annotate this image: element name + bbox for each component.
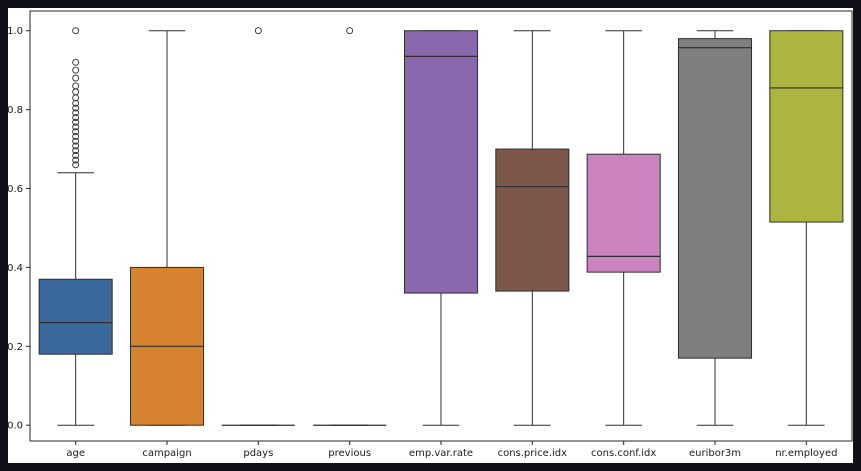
outlier-age [72, 104, 80, 112]
box-nr.employed [769, 30, 844, 223]
box-euribor3m [677, 38, 753, 359]
outlier-previous [346, 27, 354, 35]
y-tick-label: 0.0 [8, 421, 23, 432]
x-category-label: cons.price.idx [498, 448, 568, 459]
outlier-age [72, 137, 80, 145]
box-emp.var.rate [403, 30, 479, 294]
x-category-label: nr.employed [775, 448, 837, 459]
outlier-age [72, 128, 80, 136]
outlier-age [72, 123, 80, 131]
outlier-age [72, 142, 80, 150]
x-category-label: emp.var.rate [409, 448, 473, 459]
outlier-age [72, 74, 80, 82]
outlier-age [72, 99, 80, 107]
x-category-label: cons.conf.idx [591, 448, 656, 459]
y-tick-label: 0.2 [8, 342, 23, 353]
outlier-age [72, 161, 80, 169]
y-tick-label: 0.8 [8, 105, 23, 116]
x-category-label: pdays [243, 448, 273, 459]
outlier-age [72, 114, 80, 121]
outlier-age [72, 156, 80, 164]
x-category-label: euribor3m [689, 448, 741, 459]
y-tick-label: 1.0 [8, 26, 23, 37]
outlier-age [72, 66, 80, 74]
x-category-label: previous [328, 448, 371, 459]
outlier-pdays [254, 27, 262, 35]
outlier-age [72, 27, 80, 35]
outlier-age [72, 109, 80, 117]
x-category-label: age [66, 448, 85, 459]
outlier-age [72, 147, 80, 155]
y-tick-label: 0.6 [8, 184, 23, 195]
outlier-age [72, 132, 80, 140]
outlier-age [72, 82, 80, 90]
outlier-age [72, 118, 80, 126]
figure-canvas: 0.0 0.2 0.4 0.6 0.8 1.0 age campaign pdays previo… [8, 8, 853, 463]
box-cons.price.idx [495, 148, 570, 292]
box-cons.conf.idx [586, 153, 661, 273]
outlier-age [72, 88, 80, 96]
boxplot-chart: 0.0 0.2 0.4 0.6 0.8 1.0 age campaign pdays previo… [8, 10, 853, 459]
outlier-age [72, 151, 80, 159]
x-category-label: campaign [142, 448, 191, 459]
outlier-age [72, 58, 80, 66]
y-tick-label: 0.4 [8, 263, 23, 274]
box-age [38, 278, 113, 355]
